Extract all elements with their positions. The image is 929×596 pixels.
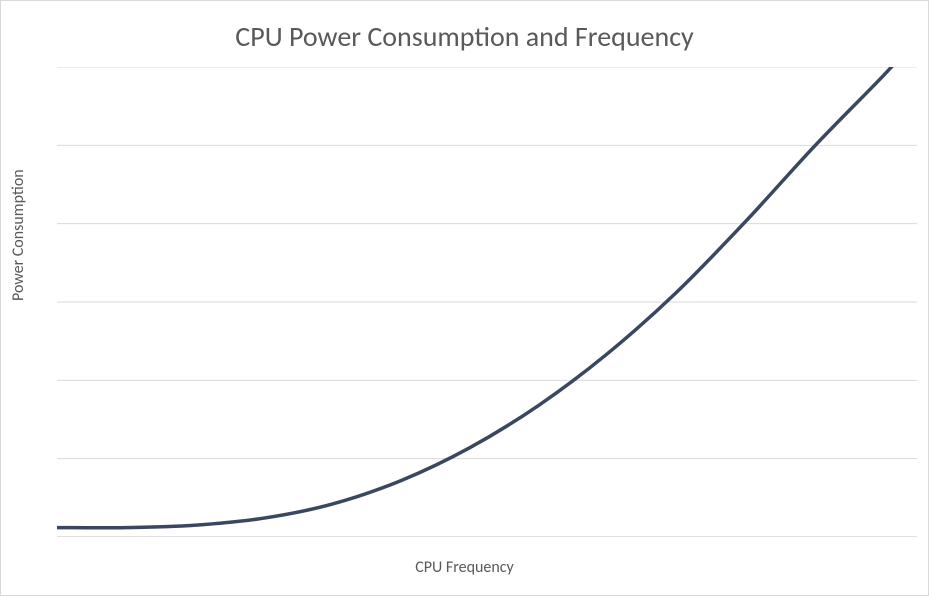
- chart-title: CPU Power Consumption and Frequency: [1, 19, 928, 54]
- plot-svg: [57, 67, 917, 537]
- chart-container: CPU Power Consumption and Frequency Powe…: [0, 0, 929, 596]
- plot-area: [57, 67, 917, 537]
- y-axis-label: Power Consumption: [9, 169, 28, 301]
- x-axis-label: CPU Frequency: [1, 558, 928, 577]
